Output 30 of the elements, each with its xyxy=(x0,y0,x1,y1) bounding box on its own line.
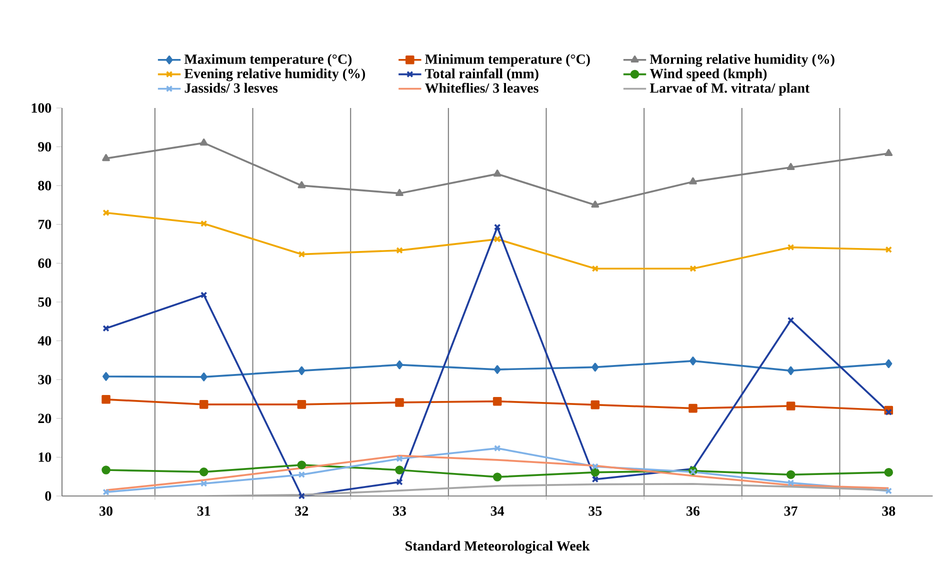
legend-label: Wind speed (kmph) xyxy=(650,68,767,82)
x-tick-label: 31 xyxy=(197,506,210,516)
x-tick-label: 33 xyxy=(393,506,406,516)
legend-label: Whiteflies/ 3 leaves xyxy=(425,82,538,93)
legend-label: Maximum temperature (°C) xyxy=(184,54,352,67)
y-tick-label: 10 xyxy=(38,452,52,462)
x-tick-label: 30 xyxy=(100,506,112,516)
legend-label: Larvae of M. vitrata/ plant xyxy=(650,82,810,96)
y-tick-label: 90 xyxy=(38,142,52,152)
y-tick-label: 100 xyxy=(32,103,52,113)
y-tick-label: 70 xyxy=(38,220,52,230)
y-tick-label: 50 xyxy=(38,297,52,307)
y-tick-label: 80 xyxy=(38,180,52,190)
y-tick-label: 60 xyxy=(38,258,52,268)
y-tick-label: 0 xyxy=(45,491,52,501)
y-tick-label: 40 xyxy=(38,336,52,346)
x-tick-label: 34 xyxy=(490,506,504,516)
y-tick-label: 20 xyxy=(38,414,52,424)
x-tick-label: 37 xyxy=(784,506,798,516)
x-tick-label: 35 xyxy=(588,506,602,516)
legend-label: Jassids/ 3 lesves xyxy=(184,82,278,93)
x-axis-title: Standard Meteorological Week xyxy=(406,540,590,554)
legend-label: Minimum temperature (°C) xyxy=(425,54,590,67)
y-tick-label: 30 xyxy=(38,374,52,384)
legend-label: Total rainfall (mm) xyxy=(425,68,538,82)
legend-label: Evening relative humidity (%) xyxy=(184,68,366,82)
x-tick-label: 36 xyxy=(686,506,700,516)
legend-label: Morning relative humidity (%) xyxy=(650,54,834,67)
x-tick-label: 38 xyxy=(882,506,896,516)
x-tick-label: 32 xyxy=(295,506,308,516)
